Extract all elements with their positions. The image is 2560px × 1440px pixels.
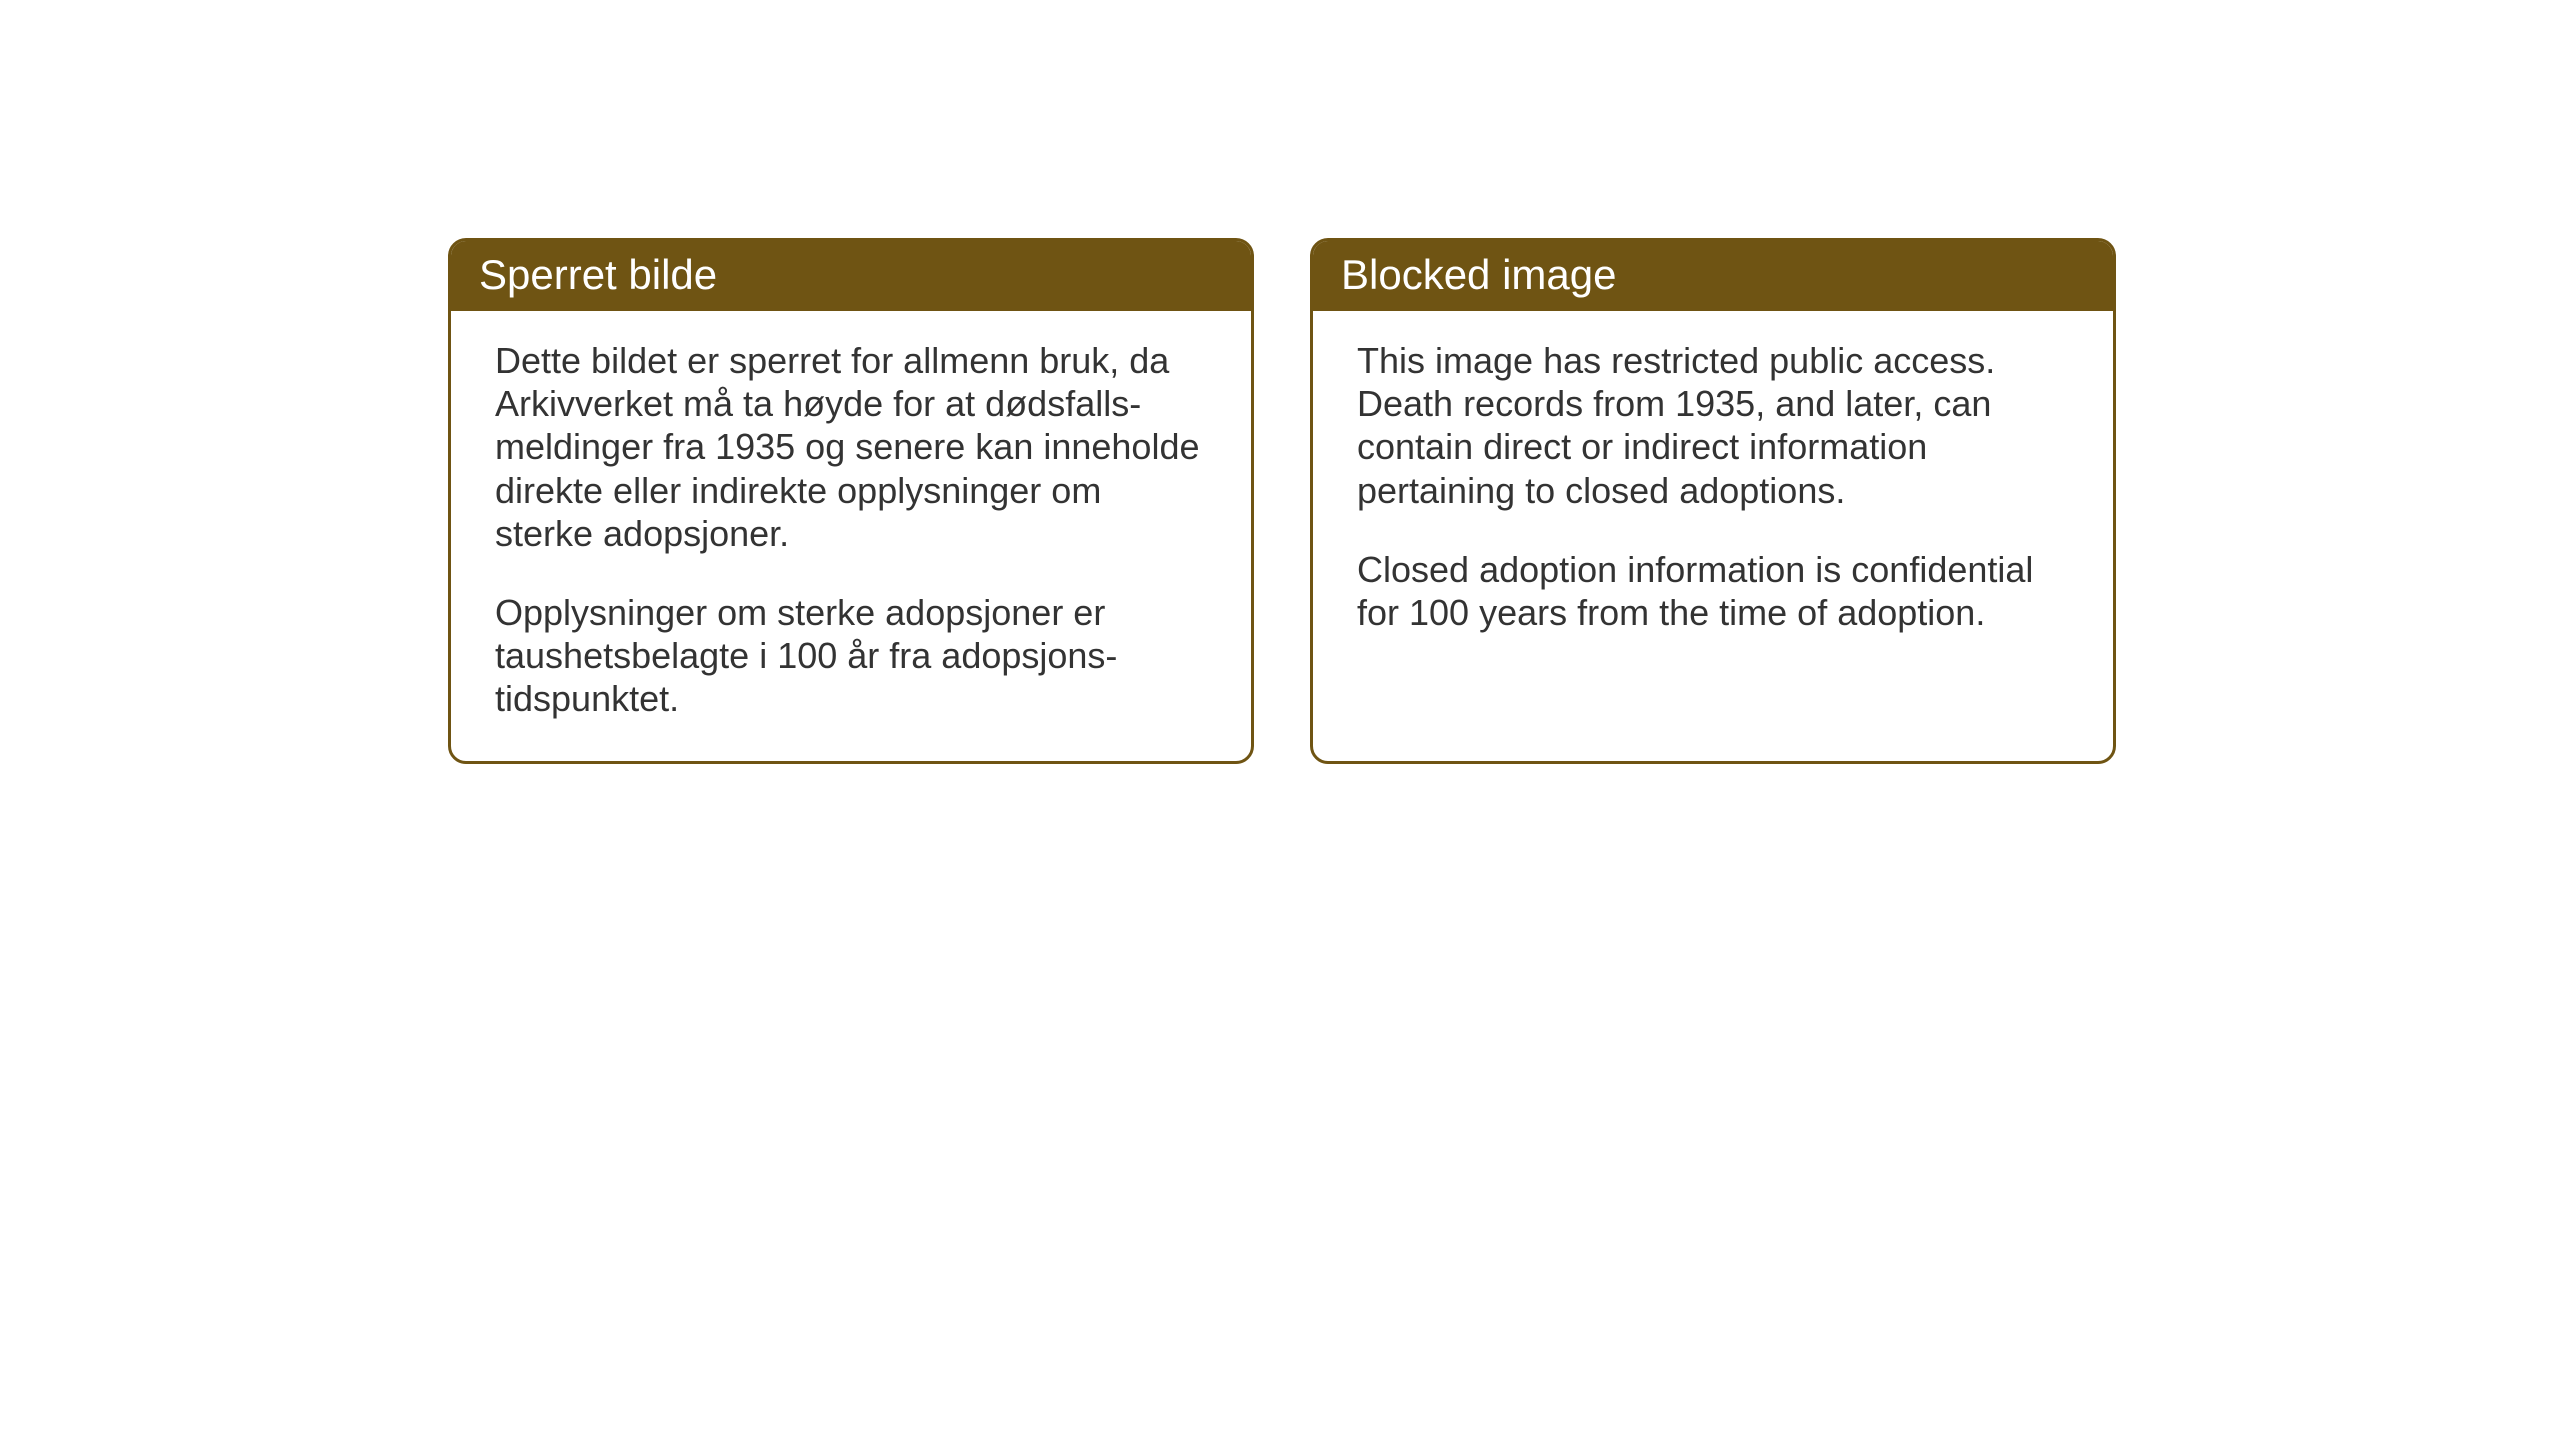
card-body: Dette bildet er sperret for allmenn bruk… [451,311,1251,761]
card-title: Blocked image [1341,251,1616,298]
card-title: Sperret bilde [479,251,717,298]
card-paragraph: Opplysninger om sterke adopsjoner er tau… [495,591,1207,721]
card-body: This image has restricted public access.… [1313,311,2113,674]
card-paragraph: This image has restricted public access.… [1357,339,2069,512]
card-paragraph: Dette bildet er sperret for allmenn bruk… [495,339,1207,555]
blocked-image-card-norwegian: Sperret bilde Dette bildet er sperret fo… [448,238,1254,764]
card-header: Blocked image [1313,241,2113,311]
cards-container: Sperret bilde Dette bildet er sperret fo… [0,0,2560,764]
card-header: Sperret bilde [451,241,1251,311]
card-paragraph: Closed adoption information is confident… [1357,548,2069,634]
blocked-image-card-english: Blocked image This image has restricted … [1310,238,2116,764]
